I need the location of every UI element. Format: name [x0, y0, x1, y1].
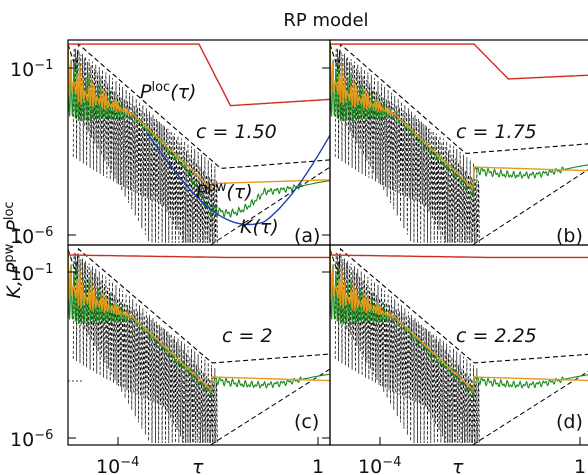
oscillating-dashed-curve	[334, 252, 480, 444]
label-ploc: Ploc(τ)	[140, 80, 196, 104]
ytick-top-c: 10−1	[10, 262, 53, 286]
x-axis-label-c: τ	[192, 456, 204, 475]
figure-title: RP model	[283, 10, 368, 31]
panel-d	[330, 247, 588, 445]
ploc-curve	[330, 254, 588, 259]
dashed-envelope-curve	[68, 247, 330, 364]
ploc-curve	[68, 254, 330, 259]
green-noisy-curve	[330, 248, 588, 399]
param-a: c = 1.50	[196, 121, 277, 143]
dashed-envelope-curve	[330, 247, 588, 364]
xtick-right-c: 1	[312, 456, 324, 475]
green-noisy-curve	[330, 44, 588, 198]
panel-d-frame	[329, 244, 588, 446]
panel-tag-a: (a)	[294, 225, 320, 247]
param-b: c = 1.75	[456, 121, 537, 143]
oscillating-dashed-curve	[334, 47, 480, 243]
panel-tag-c: (c)	[294, 411, 319, 433]
panel-tag-d: (d)	[556, 411, 583, 433]
panel-c	[68, 247, 330, 445]
panel-c-frame	[67, 244, 331, 446]
dashed-rising-line	[209, 166, 330, 245]
panel-tag-b: (b)	[556, 225, 583, 247]
ploc-curve	[330, 43, 588, 80]
ppw-curve	[68, 248, 330, 392]
label-k: K(τ)	[240, 216, 279, 238]
ticks	[68, 67, 581, 445]
dashed-rising-line	[471, 169, 588, 245]
xtick-left-d: 10−4	[358, 455, 401, 475]
dashed-envelope-curve	[330, 42, 588, 154]
panel-a	[68, 42, 330, 245]
y-axis-label: K, Ppw, Ploc	[2, 201, 26, 298]
green-noisy-curve	[68, 44, 330, 220]
ppw-curve	[330, 248, 588, 392]
ploc-curve	[68, 43, 330, 107]
panel-b	[330, 42, 588, 245]
label-ppw: Ppw(τ)	[196, 180, 253, 204]
ytick-top-a: 10−1	[10, 58, 53, 82]
dashed-rising-line	[471, 370, 588, 445]
k-curve	[146, 131, 330, 226]
svg-text:K, Ppw, Ploc: K, Ppw, Ploc	[2, 201, 26, 298]
oscillating-dashed-curve	[72, 47, 218, 243]
param-c: c = 2	[222, 325, 273, 347]
dashed-envelope-curve	[68, 42, 330, 169]
xtick-right-d: 1	[574, 456, 586, 475]
dashed-rising-line	[209, 368, 330, 445]
oscillating-dashed-curve	[72, 252, 218, 444]
ppw-curve	[68, 44, 330, 190]
param-d: c = 2.25	[456, 325, 537, 347]
x-axis-label-d: τ	[452, 456, 464, 475]
green-noisy-curve	[68, 248, 330, 399]
ytick-bottom-c: 10−6	[10, 428, 53, 452]
ppw-curve	[330, 44, 588, 190]
ytick-bottom-a: 10−6	[10, 225, 53, 249]
xtick-left-c: 10−4	[96, 455, 139, 475]
